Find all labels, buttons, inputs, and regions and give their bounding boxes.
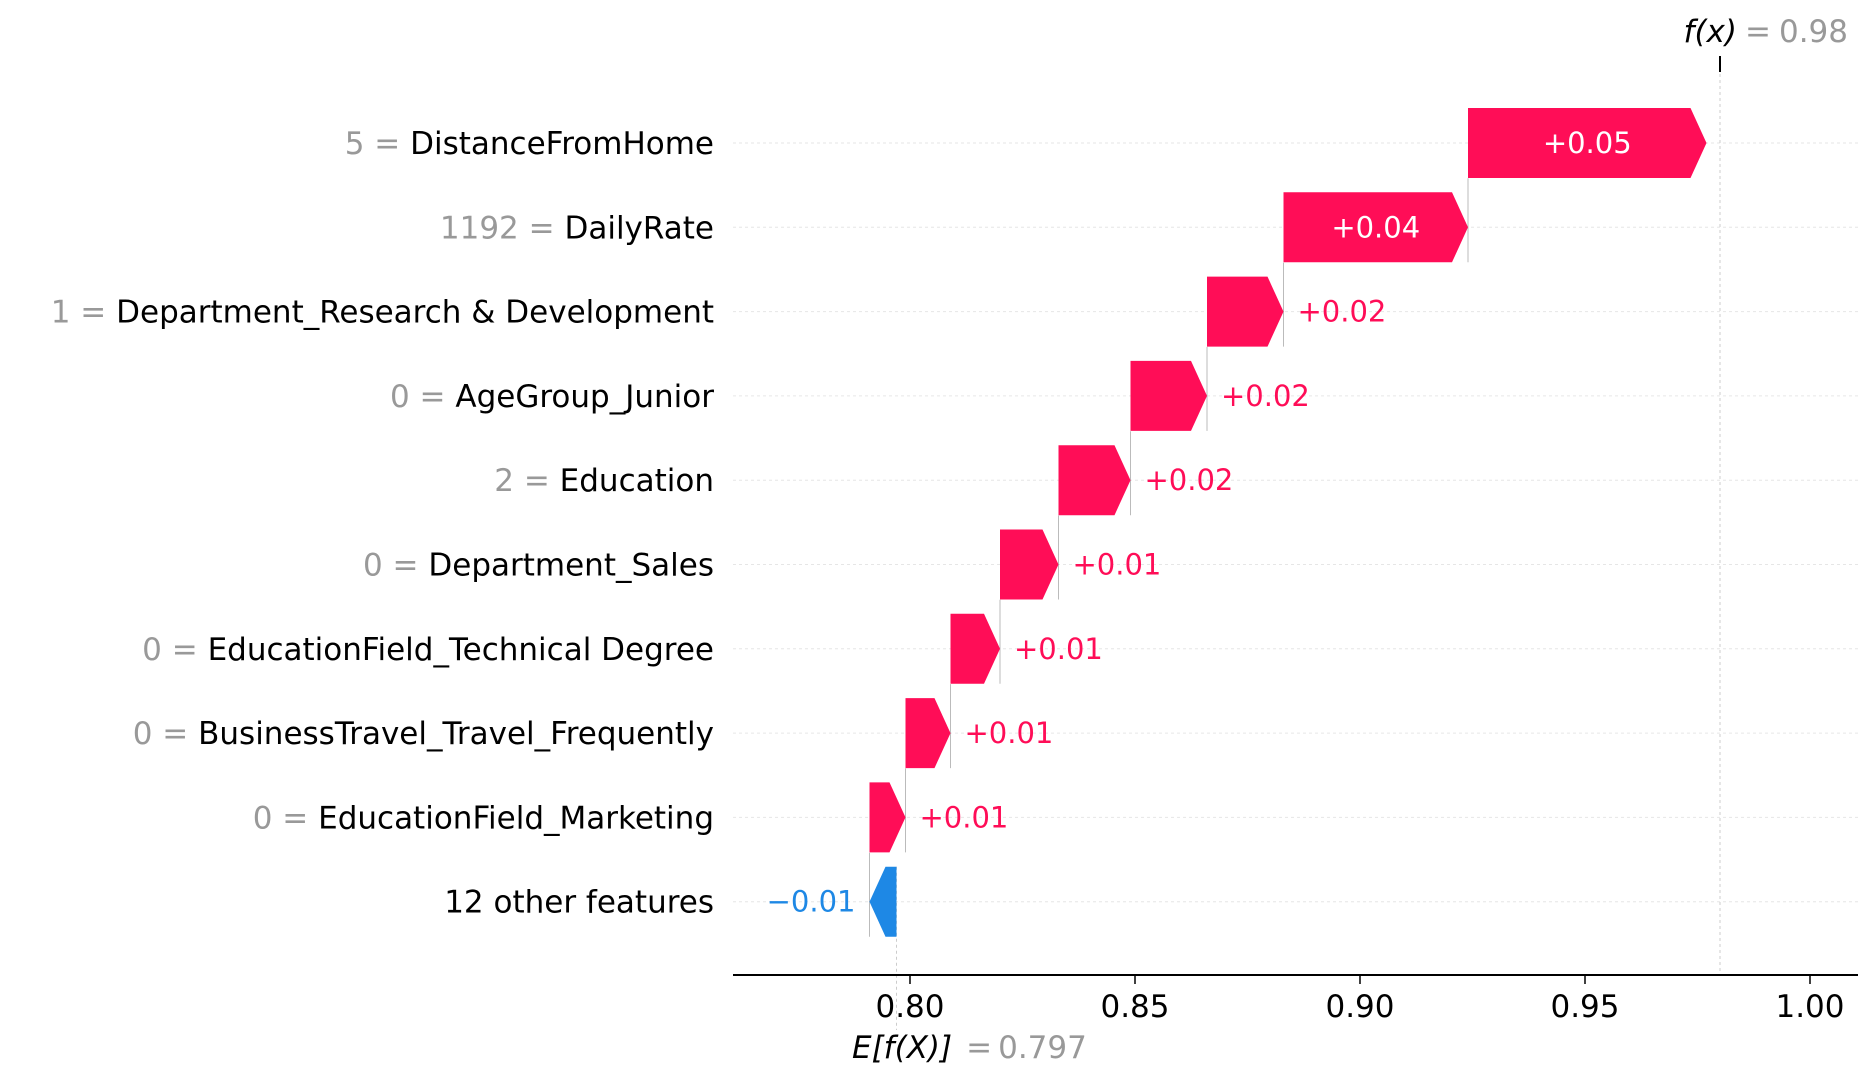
waterfall-bar xyxy=(869,782,906,853)
feature-value: 0 = xyxy=(142,632,207,668)
feature-name: Department_Research & Development xyxy=(116,295,714,331)
efx-eq: = xyxy=(966,1030,992,1066)
waterfall-bar xyxy=(1283,192,1468,263)
feature-name: EducationField_Technical Degree xyxy=(208,632,714,668)
feature-label: 5 = DistanceFromHome xyxy=(345,126,714,162)
fx-expr: f(x) xyxy=(1684,14,1737,50)
efx-expr: E[f(X)] xyxy=(852,1030,952,1066)
feature-label: 12 other features xyxy=(444,885,714,921)
row-gridlines xyxy=(733,142,1858,903)
x-tick-label: 0.90 xyxy=(1325,989,1394,1025)
guide-lines xyxy=(869,56,1721,1030)
feature-label: 0 = BusinessTravel_Travel_Frequently xyxy=(133,716,714,752)
shap-value-label: +0.02 xyxy=(1298,295,1387,329)
feature-value: 0 = xyxy=(253,800,318,836)
feature-value: 1 = xyxy=(51,295,116,331)
x-tick-label: 0.80 xyxy=(875,989,944,1025)
feature-name: Department_Sales xyxy=(428,548,714,584)
x-tick-label: 0.95 xyxy=(1550,989,1619,1025)
waterfall-bar xyxy=(1130,360,1207,431)
x-tick-label: 1.00 xyxy=(1775,989,1844,1025)
fx-label: f(x) = 0.98 xyxy=(1684,14,1848,50)
waterfall-bar xyxy=(1000,529,1059,600)
feature-value: 0 = xyxy=(133,716,198,752)
feature-label: 0 = AgeGroup_Junior xyxy=(390,379,714,415)
bars xyxy=(869,108,1707,937)
fx-value: 0.98 xyxy=(1779,14,1848,50)
feature-label: 0 = EducationField_Marketing xyxy=(253,800,714,836)
waterfall-bar xyxy=(1058,445,1131,516)
feature-name: BusinessTravel_Travel_Frequently xyxy=(198,716,714,752)
output-value-label: f(x) = 0.98 xyxy=(1684,14,1848,50)
efx-value: 0.797 xyxy=(998,1030,1087,1066)
efx-label: E[f(X)] = 0.797 xyxy=(852,1030,1087,1066)
shap-value-label: +0.01 xyxy=(965,716,1054,750)
x-tick-label: 0.85 xyxy=(1100,989,1169,1025)
waterfall-bar xyxy=(1468,108,1707,178)
shap-value-label: +0.01 xyxy=(1014,632,1103,666)
shap-value-label: +0.01 xyxy=(920,800,1009,834)
feature-name: AgeGroup_Junior xyxy=(455,379,714,415)
fx-eq: = xyxy=(1745,14,1771,50)
feature-labels: +0.05 5 = DistanceFromHome +0.04 1192 = Dai… xyxy=(51,126,1632,921)
shap-value-label: +0.01 xyxy=(1073,548,1162,582)
feature-name: 12 other features xyxy=(444,885,714,921)
feature-name: Education xyxy=(560,463,714,499)
waterfall-bar xyxy=(905,698,951,769)
feature-value: 1192 = xyxy=(440,210,565,246)
feature-value: 0 = xyxy=(390,379,455,415)
feature-label: 1192 = DailyRate xyxy=(440,210,714,246)
shap-value-label: +0.02 xyxy=(1221,379,1310,413)
feature-label: 2 = Education xyxy=(494,463,714,499)
feature-value: 2 = xyxy=(494,463,559,499)
shap-value-label: +0.02 xyxy=(1145,463,1234,497)
x-axis: 0.80 0.85 0.90 0.95 1.00 xyxy=(733,974,1858,1025)
feature-value: 0 = xyxy=(363,548,428,584)
feature-name: DailyRate xyxy=(564,210,714,246)
base-value-label: E[f(X)] = 0.797 xyxy=(852,1030,1087,1066)
feature-value: 5 = xyxy=(345,126,410,162)
feature-name: EducationField_Marketing xyxy=(318,800,714,836)
feature-label: 0 = Department_Sales xyxy=(363,548,714,584)
feature-label: 0 = EducationField_Technical Degree xyxy=(142,632,714,668)
waterfall-bar xyxy=(950,613,1000,684)
waterfall-bar xyxy=(1207,276,1284,347)
feature-label: 1 = Department_Research & Development xyxy=(51,295,714,331)
shap-value-label: +0.05 xyxy=(1543,126,1632,160)
shap-value-label: +0.04 xyxy=(1331,210,1420,244)
feature-name: DistanceFromHome xyxy=(410,126,714,162)
waterfall-bar xyxy=(869,866,897,937)
shap-value-label: −0.01 xyxy=(767,885,856,919)
